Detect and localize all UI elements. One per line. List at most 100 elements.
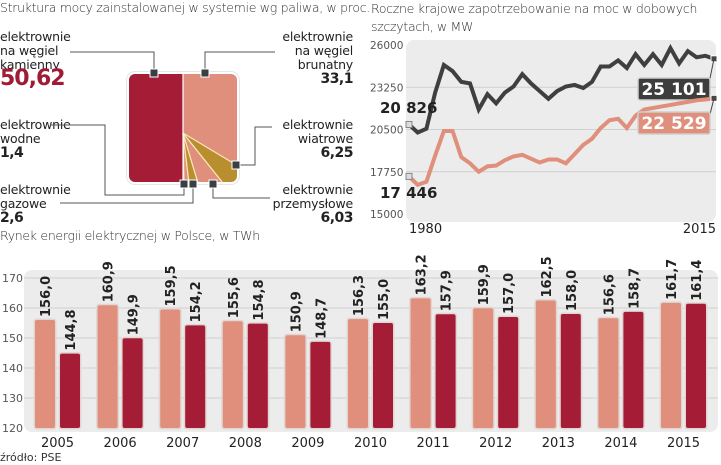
y-tick-label: 20500 <box>370 125 403 137</box>
bar-value-label: 155,6 <box>227 277 242 318</box>
bar-2006-series-dark-red <box>122 338 143 428</box>
bar-2005-series-dark-red <box>60 353 80 428</box>
bar-value-label: 156,6 <box>602 274 617 315</box>
x-tick-label: 2015 <box>667 436 700 451</box>
bar-value-label: 157,9 <box>440 270 455 311</box>
label-lignite: elektrownie na węgiel brunatny 33,1 <box>233 29 353 87</box>
label-line: elektrownie <box>282 117 353 132</box>
bar-2013-series-dark-red <box>560 314 581 428</box>
bar-2009-series-dark-red <box>310 341 331 428</box>
y-tick-label: 170 <box>2 272 23 285</box>
label-line: wodne <box>0 131 41 146</box>
end-value-label: 25 101 <box>641 80 706 100</box>
bar-2010-series-salmon <box>348 319 368 428</box>
bar-value-label: 144,8 <box>64 309 79 350</box>
bar-2012-series-dark-red <box>498 317 519 428</box>
x-tick-label: 2014 <box>604 436 637 451</box>
start-marker <box>405 172 413 180</box>
y-tick-label: 140 <box>2 362 23 375</box>
bar-2015-series-salmon <box>661 302 681 428</box>
x-tick-label: 2006 <box>104 436 137 451</box>
bar-value-label: 158,0 <box>565 270 580 311</box>
x-tick-label: 2012 <box>479 436 512 451</box>
leader-line-hard-coal <box>70 51 155 73</box>
x-tick-label: 2010 <box>354 436 387 451</box>
label-line: elektrownie <box>0 117 71 132</box>
label-line: na węgiel <box>294 43 353 58</box>
label-hard-coal: elektrownie na węgiel kamienny 50,62 <box>0 29 71 90</box>
marker-wind <box>231 160 241 170</box>
end-value-badge <box>637 77 711 101</box>
x-tick-label: 2015 <box>683 222 716 237</box>
bar-value-label: 154,8 <box>252 279 267 320</box>
bar-value-label: 162,5 <box>540 256 555 297</box>
bar-2014-series-salmon <box>598 318 619 428</box>
leader-line-gas <box>60 188 194 204</box>
label-line: kamienny <box>0 57 60 72</box>
leader-line-lignite <box>204 51 275 73</box>
label-line: na węgiel <box>0 43 59 58</box>
label-line: elektrownie <box>0 29 71 44</box>
start-value-label: 20 826 <box>380 99 437 117</box>
y-tick-label: 160 <box>2 302 23 315</box>
series-salmon-line <box>407 96 715 188</box>
x-tick-label: 2007 <box>166 436 199 451</box>
y-tick-label: 150 <box>2 332 23 345</box>
marker-industrial <box>208 179 218 189</box>
y-tick-label: 120 <box>2 422 23 435</box>
title-line: Roczne krajowe zapotrzebowanie na moc w … <box>371 1 698 16</box>
label-hydro: elektrownie wodne 1,4 <box>0 117 71 161</box>
slice-wind <box>182 132 238 183</box>
bar-value-label: 156,3 <box>352 275 367 316</box>
x-tick-label: 1980 <box>409 222 442 237</box>
bar-2005-series-salmon <box>35 320 55 428</box>
x-tick-label: 2005 <box>41 436 74 451</box>
bar-2014-series-dark-red <box>623 311 644 428</box>
end-value-label: 22 529 <box>641 114 706 134</box>
value-hydro: 1,4 <box>0 145 24 161</box>
label-line: elektrownie <box>282 182 353 197</box>
bar-value-label: 163,2 <box>415 254 430 295</box>
bar-2006-series-salmon <box>97 305 118 428</box>
marker-gas <box>188 179 198 189</box>
bar-2007-series-dark-red <box>185 325 206 428</box>
bar-value-label: 160,9 <box>102 261 117 302</box>
bar-2010-series-dark-red <box>373 323 393 428</box>
bar-value-label: 156,0 <box>39 276 54 317</box>
bar-2011-series-salmon <box>410 298 431 428</box>
bar-value-label: 154,2 <box>189 281 204 322</box>
demand-line-chart: 15000 17750 20500 23250 26000 1980 2015 20 826 2… <box>370 40 718 237</box>
marker-hydro <box>179 179 189 189</box>
end-value-badge <box>637 111 711 135</box>
y-tick-label: 26000 <box>370 40 403 52</box>
x-tick-label: 2009 <box>291 436 324 451</box>
bar-2012-series-salmon <box>473 308 494 428</box>
y-tick-label: 130 <box>2 392 23 405</box>
bar-value-label: 157,0 <box>502 273 517 314</box>
bar-value-label: 159,9 <box>477 264 492 305</box>
bar-value-label: 148,7 <box>314 298 329 339</box>
label-line: gazowe <box>0 196 47 211</box>
value-industrial: 6,03 <box>320 210 353 226</box>
bar-value-label: 149,9 <box>127 294 142 335</box>
structure-square-chart <box>50 51 275 204</box>
bar-value-label: 155,0 <box>377 279 392 320</box>
bar-value-label: 159,5 <box>164 265 179 306</box>
label-line: elektrownie <box>282 29 353 44</box>
x-tick-label: 2011 <box>417 436 450 451</box>
title-line: szczytach, w MW <box>371 19 474 34</box>
bar-2009-series-salmon <box>285 335 306 428</box>
start-marker <box>405 120 413 128</box>
bar-2007-series-salmon <box>160 309 181 428</box>
leader-line-hydro <box>50 124 185 196</box>
value-wind: 6,25 <box>320 145 353 161</box>
y-tick-label: 15000 <box>370 209 403 221</box>
demand-chart-title: Roczne krajowe zapotrzebowanie na moc w … <box>371 0 697 36</box>
series-dark-line <box>407 43 715 135</box>
leader-line-industrial <box>212 188 270 199</box>
marker-hard-coal <box>149 68 159 78</box>
value-lignite: 33,1 <box>320 71 353 87</box>
structure-chart-title: Struktura mocy zainstalowanej w systemie… <box>0 0 370 15</box>
bar-value-label: 161,4 <box>690 260 705 301</box>
